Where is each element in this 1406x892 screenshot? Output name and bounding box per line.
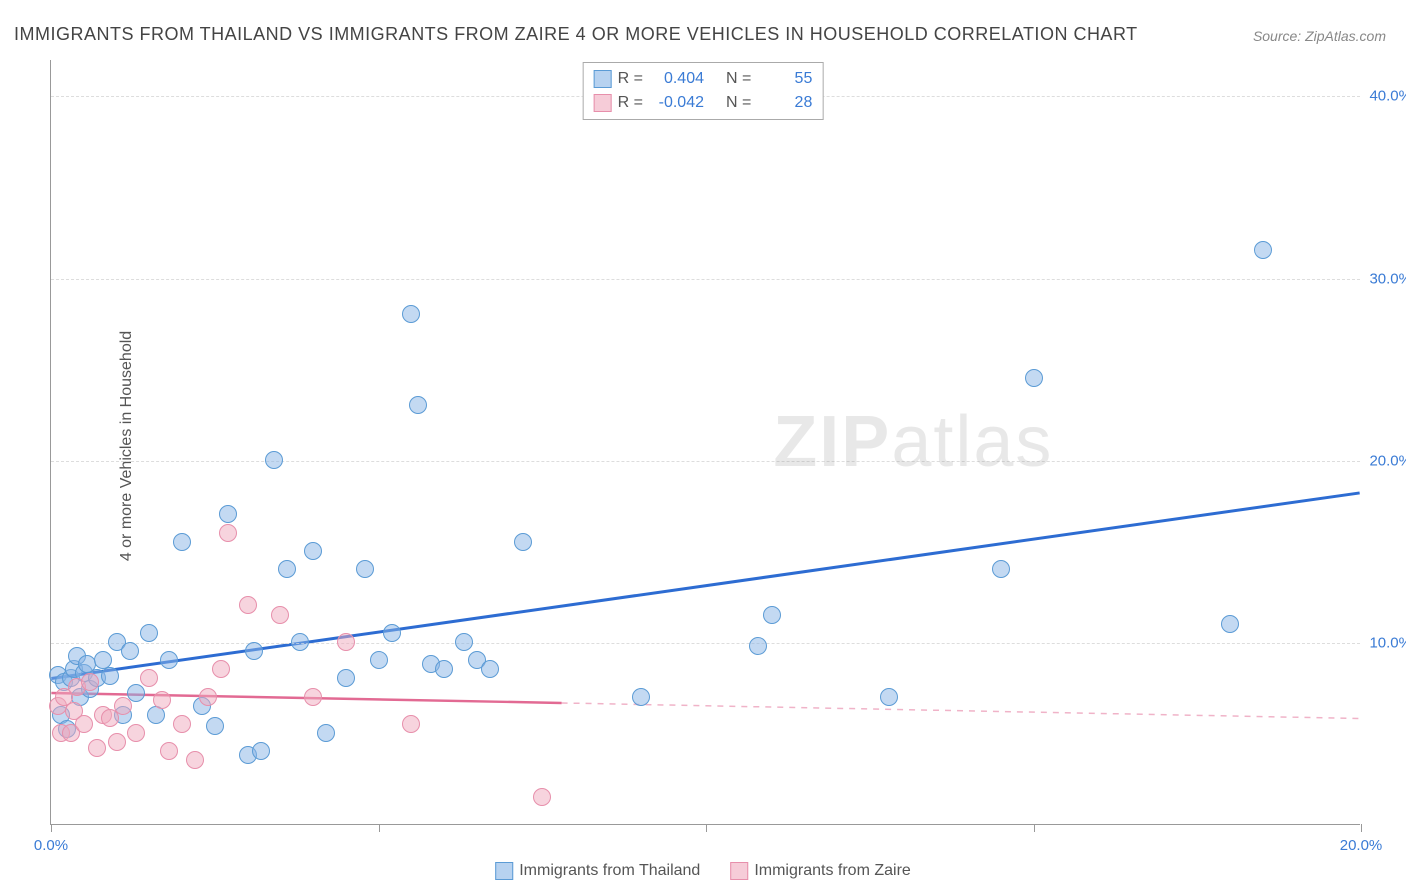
data-point (337, 633, 355, 651)
data-point (252, 742, 270, 760)
n-value-zaire: 28 (757, 94, 812, 112)
data-point (108, 733, 126, 751)
x-tick (1361, 824, 1362, 832)
legend-item-thailand: Immigrants from Thailand (495, 862, 700, 880)
data-point (219, 524, 237, 542)
data-point (101, 667, 119, 685)
x-tick (51, 824, 52, 832)
data-point (435, 660, 453, 678)
x-tick-label: 0.0% (34, 837, 68, 854)
data-point (153, 691, 171, 709)
data-point (1254, 241, 1272, 259)
data-point (186, 751, 204, 769)
n-label: N = (726, 94, 751, 112)
data-point (337, 669, 355, 687)
data-point (370, 651, 388, 669)
data-point (75, 715, 93, 733)
data-point (356, 560, 374, 578)
data-point (992, 560, 1010, 578)
gridline-h (51, 461, 1360, 462)
x-tick (706, 824, 707, 832)
source-attribution: Source: ZipAtlas.com (1253, 28, 1386, 44)
data-point (245, 642, 263, 660)
data-point (271, 606, 289, 624)
data-point (304, 688, 322, 706)
data-point (278, 560, 296, 578)
y-tick-label: 20.0% (1369, 452, 1406, 469)
data-point (121, 642, 139, 660)
data-point (402, 715, 420, 733)
r-label: R = (618, 70, 643, 88)
data-point (265, 451, 283, 469)
data-point (383, 624, 401, 642)
data-point (212, 660, 230, 678)
data-point (1221, 615, 1239, 633)
data-point (140, 669, 158, 687)
data-point (317, 724, 335, 742)
data-point (88, 739, 106, 757)
legend-correlation: R = 0.404 N = 55 R = -0.042 N = 28 (583, 62, 824, 120)
plot-area: 10.0%20.0%30.0%40.0%0.0%20.0% (50, 60, 1360, 825)
data-point (304, 542, 322, 560)
data-point (402, 305, 420, 323)
legend-row-thailand: R = 0.404 N = 55 (594, 67, 813, 91)
data-point (514, 533, 532, 551)
n-label: N = (726, 70, 751, 88)
data-point (409, 396, 427, 414)
data-point (880, 688, 898, 706)
x-tick (379, 824, 380, 832)
r-value-zaire: -0.042 (649, 94, 704, 112)
chart-title: IMMIGRANTS FROM THAILAND VS IMMIGRANTS F… (14, 24, 1138, 45)
data-point (291, 633, 309, 651)
data-point (140, 624, 158, 642)
data-point (219, 505, 237, 523)
data-point (160, 742, 178, 760)
swatch-blue (495, 862, 513, 880)
swatch-blue (594, 70, 612, 88)
r-value-thailand: 0.404 (649, 70, 704, 88)
data-point (127, 724, 145, 742)
legend-series: Immigrants from Thailand Immigrants from… (495, 862, 911, 880)
data-point (481, 660, 499, 678)
data-point (533, 788, 551, 806)
y-tick-label: 10.0% (1369, 634, 1406, 651)
gridline-h (51, 279, 1360, 280)
data-point (114, 697, 132, 715)
data-point (206, 717, 224, 735)
x-tick (1034, 824, 1035, 832)
data-point (160, 651, 178, 669)
legend-item-zaire: Immigrants from Zaire (730, 862, 910, 880)
trend-lines (51, 60, 1360, 824)
r-label: R = (618, 94, 643, 112)
data-point (455, 633, 473, 651)
y-tick-label: 30.0% (1369, 270, 1406, 287)
data-point (173, 533, 191, 551)
data-point (239, 596, 257, 614)
data-point (199, 688, 217, 706)
legend-label-zaire: Immigrants from Zaire (754, 862, 910, 879)
data-point (81, 673, 99, 691)
legend-label-thailand: Immigrants from Thailand (519, 862, 700, 879)
swatch-pink (594, 94, 612, 112)
source-name: ZipAtlas.com (1305, 28, 1386, 44)
y-tick-label: 40.0% (1369, 88, 1406, 105)
data-point (173, 715, 191, 733)
data-point (94, 651, 112, 669)
data-point (1025, 369, 1043, 387)
data-point (749, 637, 767, 655)
data-point (763, 606, 781, 624)
data-point (632, 688, 650, 706)
source-prefix: Source: (1253, 28, 1305, 44)
x-tick-label: 20.0% (1340, 837, 1383, 854)
n-value-thailand: 55 (757, 70, 812, 88)
swatch-pink (730, 862, 748, 880)
legend-row-zaire: R = -0.042 N = 28 (594, 91, 813, 115)
